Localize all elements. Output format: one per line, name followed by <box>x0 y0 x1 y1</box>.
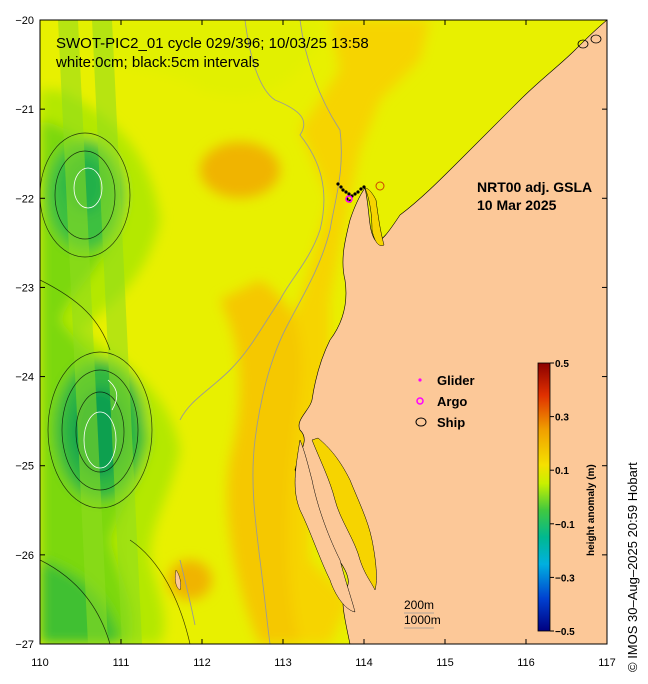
argo-legend-icon <box>416 397 424 405</box>
x-tick-label: 115 <box>436 657 454 669</box>
depth-label-200m: 200m <box>404 598 434 612</box>
ship-marker <box>375 181 385 191</box>
x-tick-label: 116 <box>517 657 535 669</box>
x-tick-label: 113 <box>274 657 292 669</box>
y-tick-label: −27 <box>15 639 34 651</box>
black-contours <box>40 132 191 644</box>
glider-legend-icon <box>418 378 422 382</box>
legend-ship: Ship <box>437 415 465 430</box>
x-tick-label: 112 <box>193 657 211 669</box>
colorbar-tick-label: 0.1 <box>555 466 569 477</box>
y-tick-label: −23 <box>15 282 34 294</box>
ship-marker-ne <box>577 39 589 49</box>
y-tick-label: −20 <box>15 15 34 27</box>
y-tick-label: −22 <box>15 193 34 205</box>
x-axis: 110 111 112 113 114 115 116 117 <box>31 20 616 669</box>
y-tick-label: −25 <box>15 461 34 473</box>
y-tick-label: −24 <box>15 372 34 384</box>
x-tick-label: 117 <box>598 657 616 669</box>
product-date: 10 Mar 2025 <box>477 197 557 213</box>
x-tick-label: 110 <box>31 657 49 669</box>
product-name: NRT00 adj. GSLA <box>477 179 592 195</box>
glider-track <box>336 182 366 203</box>
colorbar-ticks: 0.5 0.3 0.1 −0.1 −0.3 −0.5 <box>550 359 575 638</box>
argo-marker <box>345 195 353 203</box>
white-contours <box>73 167 118 469</box>
colorbar-tick-label: 0.3 <box>555 413 569 424</box>
map-area <box>40 20 607 644</box>
credit-text: © IMOS 30–Aug–2025 20:59 Hobart <box>625 462 640 672</box>
colorbar: 0.5 0.3 0.1 −0.1 −0.3 −0.5 height anomaly (m) <box>537 359 597 638</box>
swot-swath <box>58 20 142 644</box>
ship-legend-icon <box>415 417 427 427</box>
platform-legend: Glider Argo Ship <box>415 373 475 430</box>
x-tick-label: 111 <box>113 657 130 669</box>
y-axis: −20 −21 −22 −23 −24 −25 −26 −27 <box>15 15 607 651</box>
y-tick-label: −26 <box>15 550 34 562</box>
bathymetry-contours <box>179 20 342 644</box>
title-line1: SWOT-PIC2_01 cycle 029/396; 10/03/25 13:… <box>56 35 369 52</box>
colorbar-tick-label: −0.1 <box>555 520 575 531</box>
colorbar-label: height anomaly (m) <box>586 464 597 556</box>
legend-argo: Argo <box>437 394 467 409</box>
colorbar-gradient <box>537 362 551 632</box>
map-frame <box>39 19 608 645</box>
colorbar-tick-label: −0.5 <box>555 627 575 638</box>
depth-label-1000m: 1000m <box>404 613 441 627</box>
colorbar-tick-label: −0.3 <box>555 573 575 584</box>
land <box>175 20 607 644</box>
ship-marker-ne2 <box>590 34 602 44</box>
legend-glider: Glider <box>437 373 475 388</box>
title-line2: white:0cm; black:5cm intervals <box>55 54 259 71</box>
colorbar-tick-label: 0.5 <box>555 359 569 370</box>
y-tick-label: −21 <box>15 104 34 116</box>
x-tick-label: 114 <box>355 657 373 669</box>
